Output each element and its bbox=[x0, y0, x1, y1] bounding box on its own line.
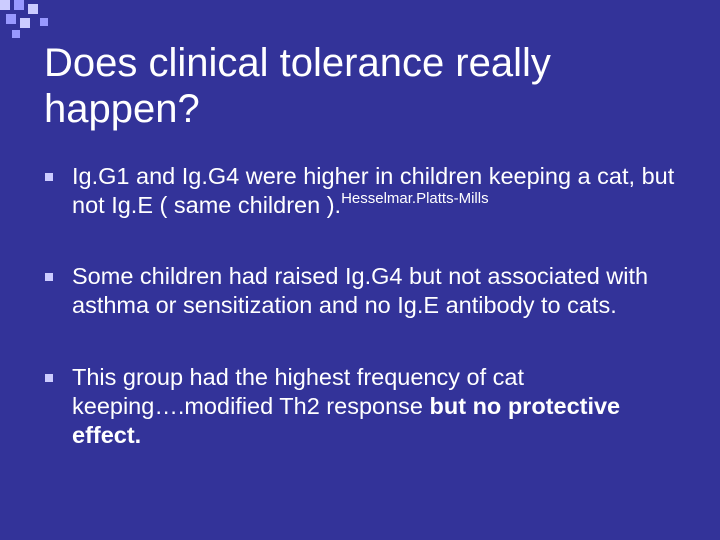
decoration bbox=[6, 14, 16, 24]
decoration bbox=[20, 18, 30, 28]
decoration bbox=[14, 0, 24, 10]
bullet: Some children had raised Ig.G4 but not a… bbox=[45, 262, 682, 320]
bullet-emphasis: but no protective effect. bbox=[72, 393, 621, 448]
bullet-marker bbox=[45, 273, 53, 281]
decoration bbox=[28, 4, 38, 14]
decoration bbox=[12, 30, 20, 38]
slide-title: Does clinical tolerance really happen? bbox=[44, 41, 551, 131]
decoration bbox=[0, 0, 10, 10]
bullet-marker bbox=[45, 374, 53, 382]
decoration bbox=[40, 18, 48, 26]
bullet-marker bbox=[45, 173, 53, 181]
bullet: This group had the highest frequency of … bbox=[45, 363, 682, 450]
bullet-text: Ig.G1 and Ig.G4 were higher in children … bbox=[72, 163, 675, 218]
citation: Hesselmar.Platts-Mills bbox=[341, 190, 489, 207]
bullet-text: Some children had raised Ig.G4 but not a… bbox=[72, 263, 649, 318]
bullet: Ig.G1 and Ig.G4 were higher in children … bbox=[45, 162, 682, 220]
bullet-text: This group had the highest frequency of … bbox=[72, 364, 525, 419]
